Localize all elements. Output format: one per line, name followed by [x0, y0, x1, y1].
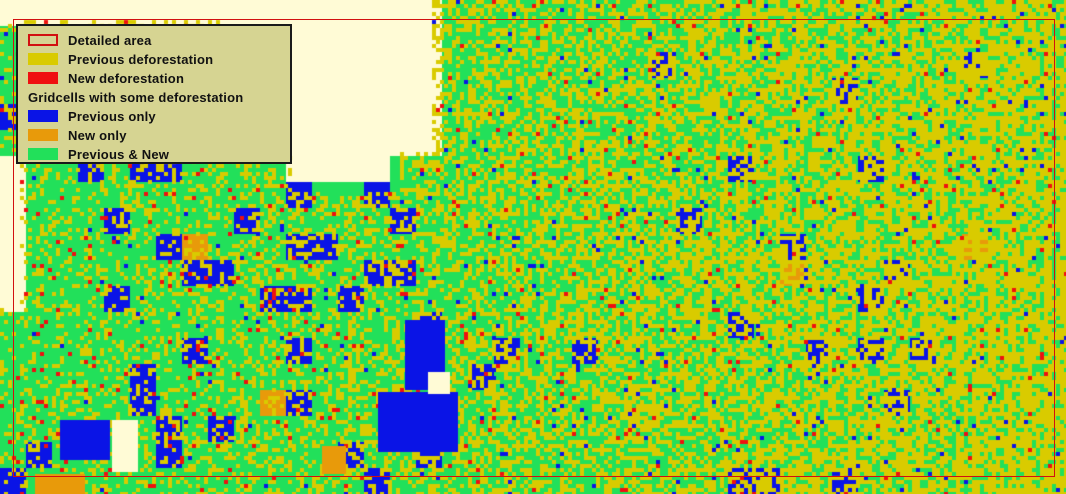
legend-item-detailed-area: Detailed area	[28, 31, 282, 49]
legend-heading-gridcells: Gridcells with some deforestation	[28, 88, 282, 106]
legend-label: New only	[68, 127, 127, 143]
legend-item-previous-and-new: Previous & New	[28, 145, 282, 163]
legend-item-new-deforestation: New deforestation	[28, 69, 282, 87]
legend-label: New deforestation	[68, 70, 185, 86]
legend-swatch-new-deforestation	[28, 72, 58, 84]
legend-heading: Gridcells with some deforestation	[28, 89, 244, 105]
legend-swatch-previous-deforestation	[28, 53, 58, 65]
legend-swatch-new-only	[28, 129, 58, 141]
legend-swatch-detailed-area	[28, 34, 58, 46]
legend-item-previous-deforestation: Previous deforestation	[28, 50, 282, 68]
legend-label: Previous & New	[68, 146, 170, 162]
legend-swatch-previous-only	[28, 110, 58, 122]
legend-label: Previous only	[68, 108, 156, 124]
map-legend: Detailed area Previous deforestation New…	[16, 24, 292, 164]
legend-label: Detailed area	[68, 32, 152, 48]
legend-item-previous-only: Previous only	[28, 107, 282, 125]
legend-swatch-previous-and-new	[28, 148, 58, 160]
legend-label: Previous deforestation	[68, 51, 214, 67]
legend-item-new-only: New only	[28, 126, 282, 144]
